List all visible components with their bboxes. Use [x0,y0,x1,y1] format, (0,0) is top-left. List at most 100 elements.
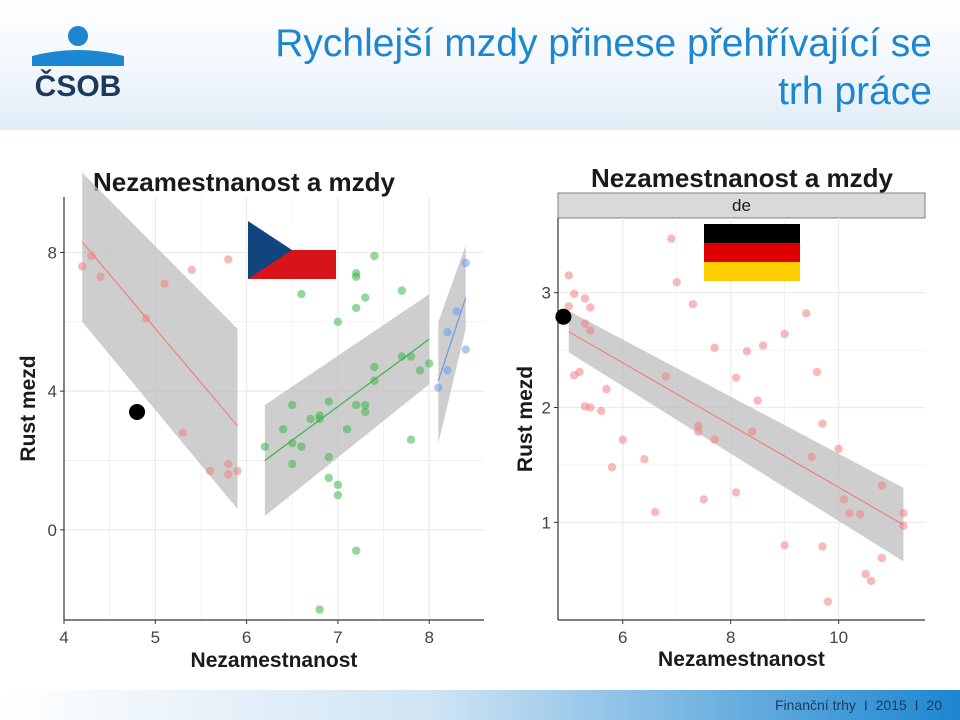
x-axis-label: Nezamestnanost [658,648,825,671]
scatter-point [818,419,827,428]
footer: Finanční trhy I 2015 I 20 [771,697,942,713]
chart-czech-unemployment-wages: Nezamestnanost a mzdy 4 5 6 7 8 0 4 8 Nezamestnan… [18,167,484,672]
scatter-point [812,367,822,377]
scatter-point [596,406,606,416]
scatter-point [640,455,649,464]
confidence-band [568,311,904,562]
y-axis-label: Rust mezd [18,355,40,461]
scatter-point [688,299,698,309]
scatter-point [78,262,87,271]
scatter-point [351,303,361,313]
y-axis-label: Rust mezd [514,366,537,472]
scatter-point [586,303,595,312]
scatter-point [877,553,887,563]
confidence-band [264,294,430,516]
footer-separator-1: I [863,697,868,713]
scatter-point [205,466,215,476]
flag-stripe [704,224,800,243]
flag-stripe [704,243,800,262]
scatter-point [397,352,407,361]
scatter-point [452,307,461,316]
y-tick-label: 1 [542,513,551,532]
footer-bar [0,690,960,720]
scatter-point [425,359,434,368]
y-tick-label: 0 [48,521,57,540]
scatter-point [288,400,297,410]
scatter-point [288,438,297,448]
scatter-point [694,427,703,436]
x-tick-label: 10 [829,628,848,647]
scatter-point [564,271,573,280]
scatter-point [333,317,343,327]
scatter-point [661,372,671,381]
scatter-point [443,328,452,337]
scatter-point [178,428,187,437]
flag-stripe [704,262,800,281]
scatter-point [748,427,757,436]
scatter-point [415,366,425,375]
scatter-point [802,309,811,318]
page-number: 20 [926,697,942,713]
y-tick-label: 2 [542,399,551,418]
footer-separator-2: I [914,697,919,713]
scatter-point [96,272,105,281]
slide-title-line-1: Rychlejší mzdy přinese přehřívající se [275,22,932,65]
scatter-point [758,341,768,350]
scatter-point [224,255,233,264]
scatter-point [370,362,379,372]
scatter-point [753,396,762,405]
footer-label: Finanční trhy [774,697,856,713]
scatter-point [361,293,370,302]
scatter-point [397,286,407,295]
y-tick-label: 8 [48,243,57,262]
chart-title: Nezamestnanost a mzdy [93,167,396,197]
scatter-point [288,459,297,469]
scatter-point [87,251,96,261]
scatter-point [742,347,752,356]
scatter-point [224,470,233,479]
scatter-point [315,605,324,614]
scatter-point [461,258,470,268]
scatter-point [699,495,708,504]
scatter-point [602,384,611,394]
footer-year: 2015 [875,697,907,713]
scatter-point [866,576,876,586]
y-tick-label: 4 [48,382,57,401]
trend-line [568,331,904,526]
scatter-point [306,414,315,424]
scatter-point [823,597,833,606]
scatter-point [807,452,816,462]
x-tick-label: 8 [726,628,735,647]
scatter-point [324,397,333,406]
scatter-point [297,289,306,299]
scatter-point [324,473,333,483]
scatter-point [580,319,590,328]
facet-strip [557,192,926,219]
scatter-point [406,352,416,361]
scatter-point [278,425,288,434]
scatter-point [780,329,789,339]
scatter-point [370,251,379,261]
scatter-point [160,279,169,288]
scatter-point [575,367,584,377]
scatter-point [434,383,443,392]
scatter-point [899,521,908,531]
scatter-point [333,490,343,500]
scatter-point [580,294,590,303]
scatter-point [187,265,197,275]
scatter-point [361,407,370,417]
x-tick-label: 6 [618,628,627,647]
trend-line [437,297,467,381]
scatter-point [260,442,270,451]
scatter-point [351,400,361,410]
trend-line [81,241,238,427]
scatter-point [333,480,343,489]
scatter-point [710,343,719,352]
facet-strip-label: de [732,196,751,215]
scatter-point [586,326,595,335]
scatter-point [861,569,870,579]
scatter-point [856,510,865,519]
highlight-point [555,308,572,325]
slide-title: Rychlejší mzdy přinese přehřívající se t… [232,20,932,116]
